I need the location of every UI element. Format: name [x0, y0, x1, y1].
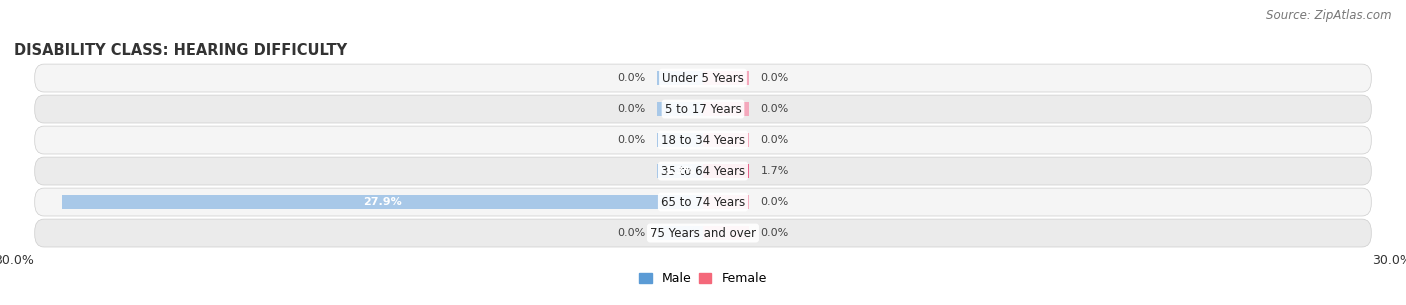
Text: 0.0%: 0.0%: [761, 197, 789, 207]
Text: 0.0%: 0.0%: [617, 228, 645, 238]
FancyBboxPatch shape: [35, 188, 1371, 216]
Bar: [657, 71, 703, 85]
Text: 0.0%: 0.0%: [617, 73, 645, 83]
Legend: Male, Female: Male, Female: [640, 272, 766, 285]
FancyBboxPatch shape: [35, 64, 1371, 92]
Text: 1.3%: 1.3%: [665, 166, 696, 176]
Text: Under 5 Years: Under 5 Years: [662, 72, 744, 84]
Text: 0.0%: 0.0%: [761, 104, 789, 114]
Bar: [703, 133, 749, 147]
Bar: [703, 195, 749, 209]
Bar: [657, 102, 703, 116]
Bar: [62, 195, 703, 209]
Bar: [703, 226, 749, 240]
FancyBboxPatch shape: [35, 157, 1371, 185]
Text: 0.0%: 0.0%: [617, 104, 645, 114]
Text: 0.0%: 0.0%: [617, 135, 645, 145]
Bar: [703, 71, 749, 85]
Bar: [657, 164, 703, 178]
FancyBboxPatch shape: [35, 95, 1371, 123]
Bar: [703, 164, 749, 178]
Bar: [657, 226, 703, 240]
Text: 0.0%: 0.0%: [761, 228, 789, 238]
Text: 18 to 34 Years: 18 to 34 Years: [661, 134, 745, 146]
Text: DISABILITY CLASS: HEARING DIFFICULTY: DISABILITY CLASS: HEARING DIFFICULTY: [14, 43, 347, 58]
Text: 1.7%: 1.7%: [761, 166, 789, 176]
Text: Source: ZipAtlas.com: Source: ZipAtlas.com: [1267, 9, 1392, 22]
Text: 35 to 64 Years: 35 to 64 Years: [661, 165, 745, 178]
Bar: [657, 133, 703, 147]
Text: 0.0%: 0.0%: [761, 73, 789, 83]
Text: 65 to 74 Years: 65 to 74 Years: [661, 196, 745, 209]
Text: 5 to 17 Years: 5 to 17 Years: [665, 102, 741, 116]
Text: 0.0%: 0.0%: [761, 135, 789, 145]
FancyBboxPatch shape: [35, 126, 1371, 154]
FancyBboxPatch shape: [35, 219, 1371, 247]
Text: 27.9%: 27.9%: [363, 197, 402, 207]
Text: 75 Years and over: 75 Years and over: [650, 227, 756, 239]
Bar: [703, 102, 749, 116]
